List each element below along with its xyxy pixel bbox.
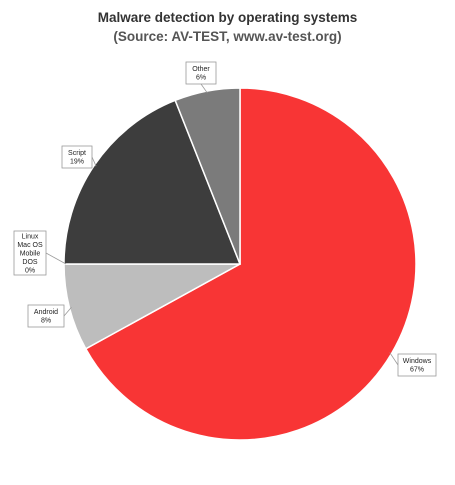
pie-slices bbox=[63, 87, 417, 441]
slice-name-label: Android bbox=[34, 309, 58, 316]
slice-name-label: Linux bbox=[22, 233, 39, 240]
slice-value-label: 19% bbox=[70, 159, 84, 166]
slice-name-label: Windows bbox=[403, 358, 432, 365]
label-box bbox=[27, 304, 65, 328]
slice-value-label: 6% bbox=[196, 75, 206, 82]
leader-line bbox=[63, 307, 72, 317]
chart-title: Malware detection by operating systems bbox=[97, 10, 358, 25]
label-box bbox=[13, 230, 47, 276]
slice-name-label: Script bbox=[68, 150, 86, 157]
slice-label-other: Other 6% bbox=[185, 61, 217, 94]
leader-line bbox=[389, 352, 399, 366]
slice-name-label: Mobile bbox=[20, 250, 41, 257]
chart-subtitle: (Source: AV-TEST, www.av-test.org) bbox=[113, 29, 342, 44]
pie-slice-other bbox=[174, 87, 241, 265]
label-box bbox=[61, 145, 93, 169]
pie-slice-android bbox=[63, 263, 241, 350]
slice-label-script: Script 19% bbox=[61, 145, 97, 169]
leader-line bbox=[200, 83, 208, 94]
chart-titles: Malware detection by operating systems (… bbox=[0, 8, 455, 46]
leader-line bbox=[45, 252, 67, 265]
slice-value-label: 0% bbox=[25, 267, 35, 274]
pie-slice-script bbox=[63, 99, 242, 265]
slice-label-android: Android 8% bbox=[27, 304, 72, 328]
slice-value-label: 67% bbox=[410, 367, 424, 374]
slice-value-label: 8% bbox=[41, 318, 51, 325]
slice-label-windows: Windows 67% bbox=[389, 352, 437, 377]
pie-slice-windows bbox=[84, 87, 417, 441]
label-box bbox=[397, 353, 437, 377]
slice-name-label: DOS bbox=[22, 259, 38, 266]
slice-name-label: Other bbox=[192, 66, 210, 73]
label-box bbox=[185, 61, 217, 85]
slice-name-label: Mac OS bbox=[17, 242, 43, 249]
leader-line bbox=[91, 156, 97, 167]
